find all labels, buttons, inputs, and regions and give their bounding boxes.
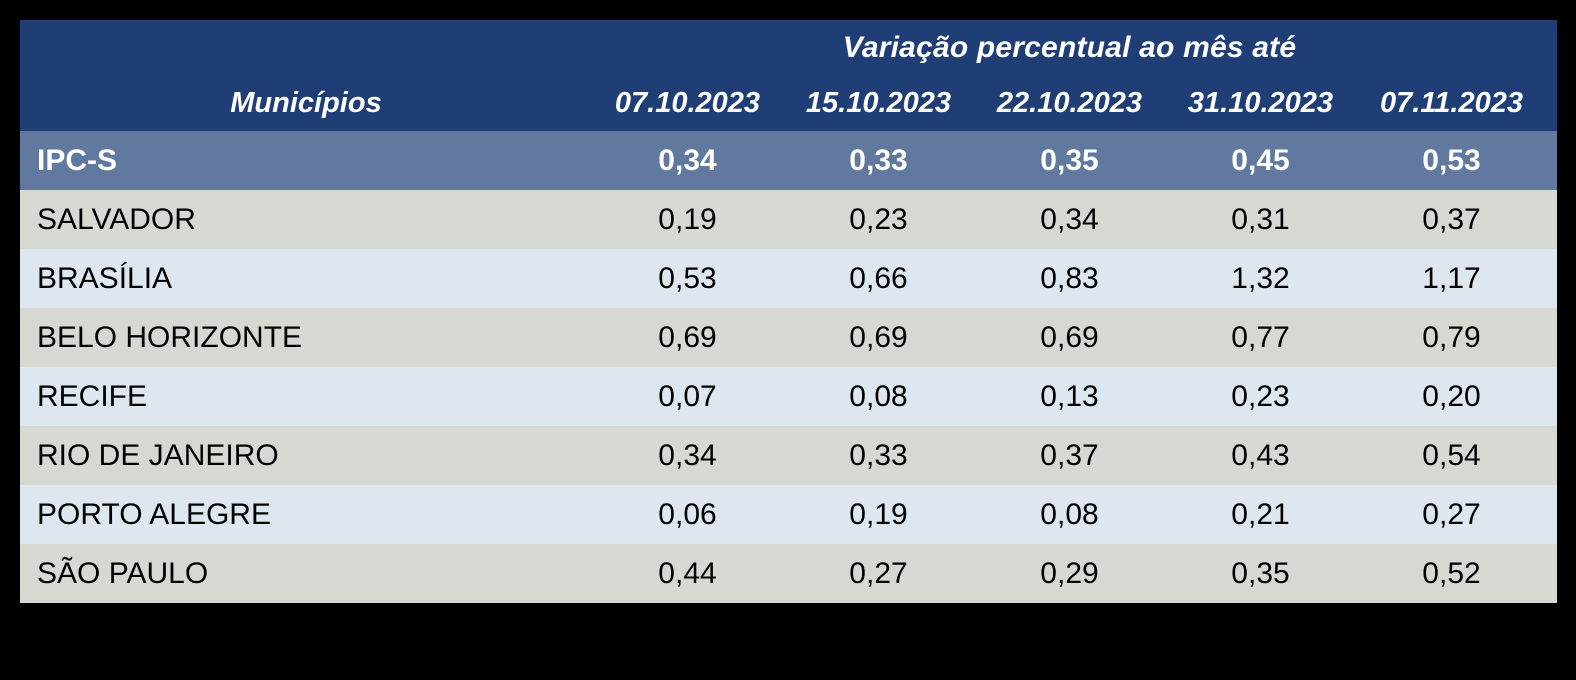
value-cell: 0,69 (849, 320, 908, 354)
value-cell: 0,33 (849, 438, 908, 472)
value-cell: 1,32 (1231, 261, 1290, 295)
row-label: RIO DE JANEIRO (37, 438, 279, 472)
value-cell: 0,35 (1231, 556, 1290, 590)
row-label: SÃO PAULO (37, 556, 209, 590)
row-label: RECIFE (37, 379, 148, 413)
value-cell: 0,69 (1040, 320, 1099, 354)
value-cell: 0,34 (1040, 202, 1099, 236)
table-row-belo-horizonte: BELO HORIZONTE 0,69 0,69 0,69 0,77 0,79 (20, 308, 1557, 367)
value-cell: 0,13 (1040, 379, 1099, 413)
value-cell: 0,79 (1422, 320, 1481, 354)
table-row-rio-de-janeiro: RIO DE JANEIRO 0,34 0,33 0,37 0,43 0,54 (20, 426, 1557, 485)
row-label: SALVADOR (37, 202, 196, 236)
value-cell: 0,34 (658, 438, 717, 472)
value-cell: 0,23 (1231, 379, 1290, 413)
value-cell: 1,17 (1422, 261, 1481, 295)
value-cell: 0,21 (1231, 497, 1290, 531)
row-label: PORTO ALEGRE (37, 497, 271, 531)
value-cell: 0,37 (1422, 202, 1481, 236)
value-cell: 0,54 (1422, 438, 1481, 472)
column-header-municipios: Municípios (230, 86, 382, 119)
row-label: BELO HORIZONTE (37, 320, 303, 354)
value-cell: 0,31 (1231, 202, 1290, 236)
value-cell: 0,33 (849, 143, 908, 177)
table-row-porto-alegre: PORTO ALEGRE 0,06 0,19 0,08 0,21 0,27 (20, 485, 1557, 544)
value-cell: 0,34 (658, 143, 717, 177)
value-cell: 0,44 (658, 556, 717, 590)
header-group-row: Variação percentual ao mês até (20, 20, 1557, 75)
value-cell: 0,20 (1422, 379, 1481, 413)
value-cell: 0,69 (658, 320, 717, 354)
value-cell: 0,43 (1231, 438, 1290, 472)
value-cell: 0,37 (1040, 438, 1099, 472)
value-cell: 0,77 (1231, 320, 1290, 354)
value-cell: 0,29 (1040, 556, 1099, 590)
table-row-recife: RECIFE 0,07 0,08 0,13 0,23 0,20 (20, 367, 1557, 426)
value-cell: 0,06 (658, 497, 717, 531)
value-cell: 0,66 (849, 261, 908, 295)
table-row-sao-paulo: SÃO PAULO 0,44 0,27 0,29 0,35 0,52 (20, 544, 1557, 603)
column-header-date-4: 31.10.2023 (1187, 86, 1334, 119)
table-row-brasilia: BRASÍLIA 0,53 0,66 0,83 1,32 1,17 (20, 249, 1557, 308)
value-cell: 0,23 (849, 202, 908, 236)
value-cell: 0,27 (849, 556, 908, 590)
value-cell: 0,27 (1422, 497, 1481, 531)
table-row-salvador: SALVADOR 0,19 0,23 0,34 0,31 0,37 (20, 190, 1557, 249)
column-header-date-2: 15.10.2023 (805, 86, 952, 119)
value-cell: 0,08 (1040, 497, 1099, 531)
row-label: BRASÍLIA (37, 261, 173, 295)
value-cell: 0,19 (658, 202, 717, 236)
value-cell: 0,07 (658, 379, 717, 413)
value-cell: 0,53 (1422, 143, 1481, 177)
value-cell: 0,19 (849, 497, 908, 531)
column-header-date-5: 07.11.2023 (1380, 86, 1523, 119)
value-cell: 0,53 (658, 261, 717, 295)
value-cell: 0,45 (1231, 143, 1290, 177)
column-header-date-3: 22.10.2023 (996, 86, 1143, 119)
column-header-date-1: 07.10.2023 (614, 86, 761, 119)
value-cell: 0,52 (1422, 556, 1481, 590)
value-cell: 0,08 (849, 379, 908, 413)
value-cell: 0,83 (1040, 261, 1099, 295)
table-row-ipcs: IPC-S 0,34 0,33 0,35 0,45 0,53 (20, 131, 1557, 190)
value-cell: 0,35 (1040, 143, 1099, 177)
header-columns-row: Municípios 07.10.2023 15.10.2023 22.10.2… (20, 75, 1557, 131)
ipc-s-table: Variação percentual ao mês até Município… (20, 20, 1557, 603)
row-label: IPC-S (37, 143, 118, 177)
variation-group-header: Variação percentual ao mês até (842, 30, 1297, 64)
